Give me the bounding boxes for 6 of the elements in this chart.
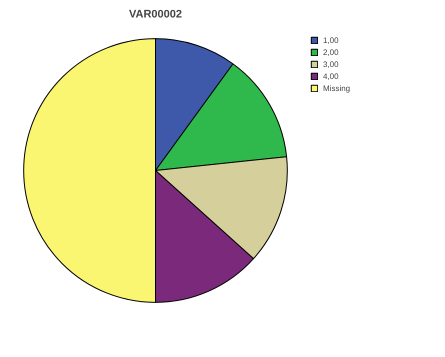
legend-label: 4,00 <box>323 71 340 81</box>
legend-label: 1,00 <box>323 35 340 45</box>
legend-label: 3,00 <box>323 59 340 69</box>
legend-label: 2,00 <box>323 47 340 57</box>
chart-title: VAR00002 <box>129 8 182 20</box>
legend-label: Missing <box>323 83 350 93</box>
